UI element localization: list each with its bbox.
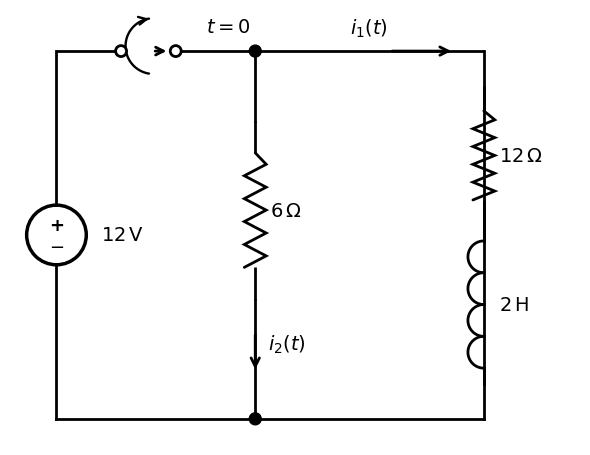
Text: $t = 0$: $t = 0$ — [205, 18, 250, 37]
Circle shape — [250, 46, 261, 58]
Text: $2\,\mathrm{H}$: $2\,\mathrm{H}$ — [499, 295, 529, 314]
Circle shape — [171, 46, 181, 57]
Text: +: + — [49, 217, 64, 234]
Text: $6\,\Omega$: $6\,\Omega$ — [270, 201, 302, 220]
Circle shape — [116, 46, 126, 57]
Text: $12\,\mathrm{V}$: $12\,\mathrm{V}$ — [101, 226, 145, 245]
Text: $i_2(t)$: $i_2(t)$ — [268, 334, 306, 356]
Text: $-$: $-$ — [49, 236, 64, 254]
Text: $i_1(t)$: $i_1(t)$ — [350, 18, 388, 40]
Text: $12\,\Omega$: $12\,\Omega$ — [499, 147, 543, 166]
Circle shape — [250, 413, 261, 425]
